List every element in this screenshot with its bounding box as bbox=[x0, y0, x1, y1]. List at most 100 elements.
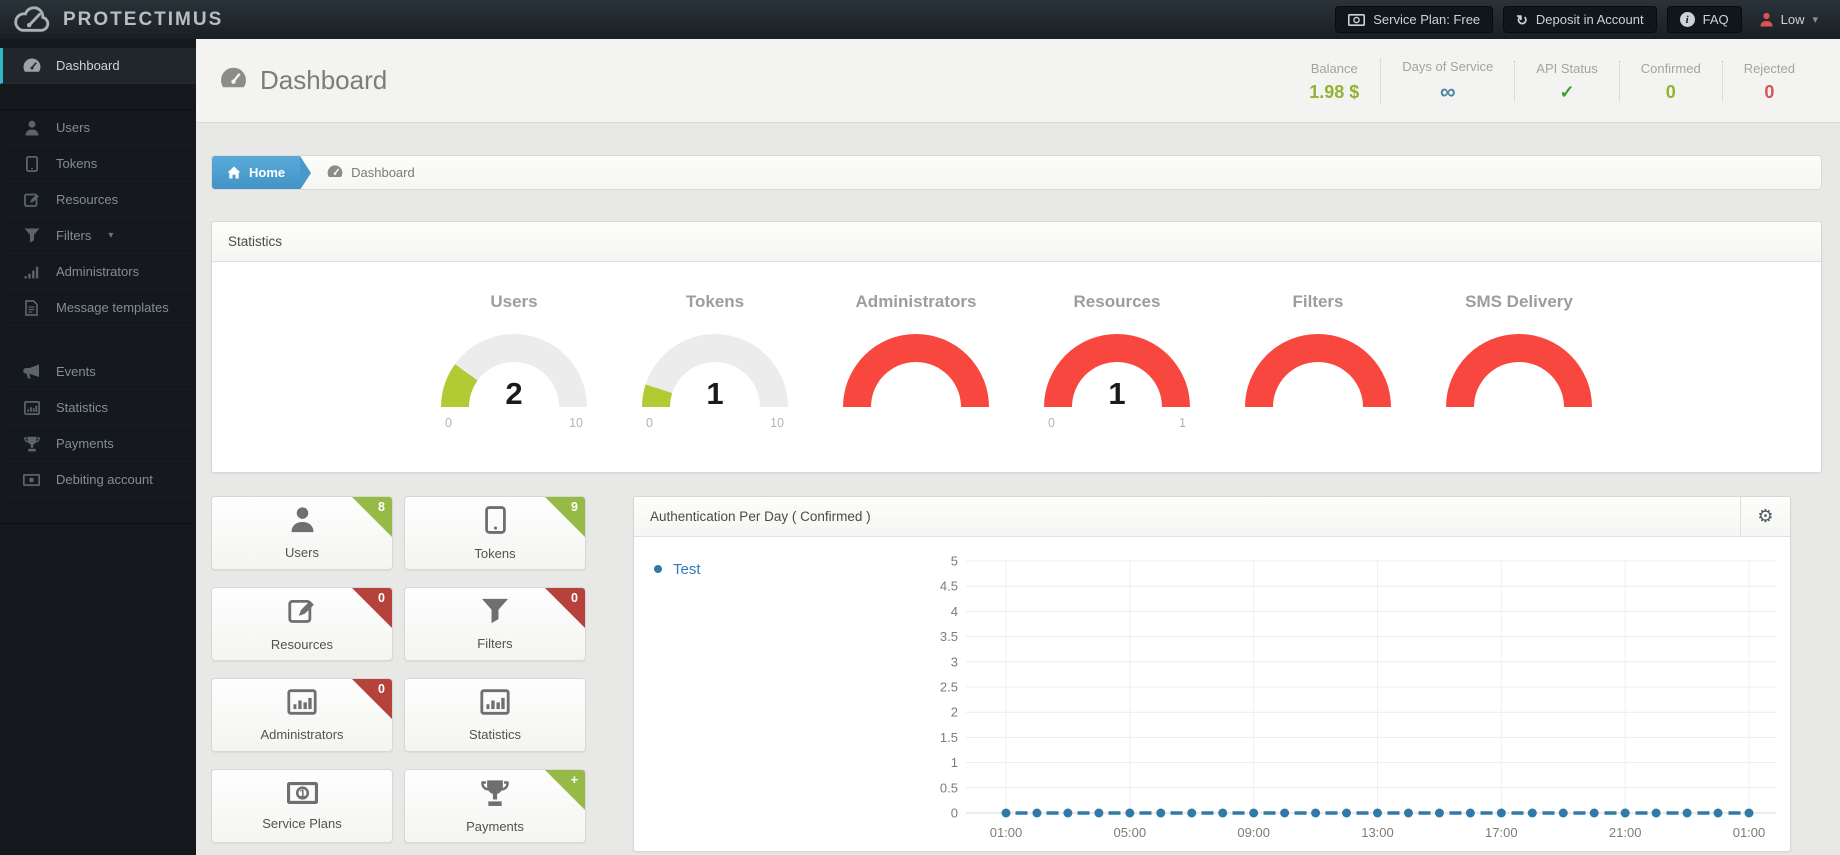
tile-label: Filters bbox=[477, 635, 513, 651]
trophy-icon bbox=[481, 779, 509, 812]
tile-badge-ribbon bbox=[544, 497, 585, 538]
gauge-max: 1 bbox=[1179, 416, 1186, 430]
sidebar-item-label: Resources bbox=[56, 192, 119, 207]
statistics-panel: Statistics Users 2 0 10 Tokens 1 0 10 Admi… bbox=[211, 221, 1822, 473]
stat-days-of-service: Days of Service ∞ bbox=[1380, 58, 1514, 104]
user-menu[interactable]: Low ▾ bbox=[1752, 7, 1826, 32]
svg-text:09:00: 09:00 bbox=[1237, 825, 1270, 840]
sidebar-item-label: Tokens bbox=[56, 156, 98, 171]
deposit-label: Deposit in Account bbox=[1535, 12, 1644, 27]
sidebar-item-label: Administrators bbox=[56, 264, 140, 279]
tile-badge-ribbon bbox=[544, 588, 585, 629]
tile-badge-ribbon bbox=[544, 770, 585, 811]
funnel-icon bbox=[22, 228, 41, 243]
token-icon bbox=[22, 155, 41, 172]
tile-label: Resources bbox=[270, 636, 334, 652]
svg-text:0.5: 0.5 bbox=[940, 780, 958, 795]
infinity-icon: ∞ bbox=[1439, 78, 1456, 104]
caret-down-icon: ▾ bbox=[108, 230, 114, 241]
svg-text:13:00: 13:00 bbox=[1361, 825, 1394, 840]
banknote-icon bbox=[1348, 13, 1366, 26]
page-title-text: Dashboard bbox=[260, 65, 388, 95]
sidebar-item-dashboard[interactable]: Dashboard bbox=[0, 48, 196, 84]
info-icon: i bbox=[1679, 12, 1695, 27]
gauge-min: 0 bbox=[646, 416, 653, 430]
tile-users[interactable]: 8 Users bbox=[211, 496, 393, 570]
breadcrumb: Home Dashboard bbox=[211, 155, 1822, 190]
breadcrumb-home[interactable]: Home bbox=[212, 156, 301, 189]
gauge-min: 0 bbox=[445, 416, 452, 430]
gauges-row: Users 2 0 10 Tokens 1 0 10 Administrators bbox=[212, 262, 1821, 472]
sidebar-divider bbox=[0, 498, 196, 524]
sidebar-item-events[interactable]: Events bbox=[0, 354, 196, 390]
sidebar-item-message-templates[interactable]: Message templates bbox=[0, 290, 196, 326]
topbar: PROTECTIMUS Service Plan: Free ↻ Deposit… bbox=[0, 0, 1840, 39]
breadcrumb-arrow bbox=[300, 156, 312, 189]
chart-panel-header: Authentication Per Day ( Confirmed ) ⚙ bbox=[634, 497, 1790, 537]
sidebar-item-label: Payments bbox=[56, 436, 114, 451]
tile-badge-ribbon bbox=[351, 497, 392, 538]
svg-text:01:00: 01:00 bbox=[1733, 825, 1766, 840]
auth-chart-panel: Authentication Per Day ( Confirmed ) ⚙ T… bbox=[633, 496, 1791, 852]
cloud-gauge-logo-icon bbox=[14, 5, 50, 32]
stat-label: API Status bbox=[1536, 60, 1598, 76]
stat-label: Balance bbox=[1310, 60, 1358, 76]
gear-icon: ⚙ bbox=[1757, 506, 1774, 526]
sidebar-group-gap bbox=[0, 326, 196, 354]
gauge-title: Filters bbox=[1292, 292, 1344, 311]
sidebar-item-payments[interactable]: Payments bbox=[0, 426, 196, 462]
tile-badge-count: + bbox=[570, 773, 578, 787]
service-plan-button[interactable]: Service Plan: Free bbox=[1335, 6, 1494, 33]
gauge-title: SMS Delivery bbox=[1465, 292, 1573, 311]
sidebar-divider bbox=[0, 84, 196, 110]
svg-text:5: 5 bbox=[951, 554, 958, 569]
gauge-title: Tokens bbox=[685, 292, 745, 311]
stat-rejected: Rejected 0 bbox=[1721, 60, 1816, 101]
document-icon bbox=[22, 299, 41, 316]
bar-chart-icon bbox=[480, 688, 510, 720]
sidebar-item-resources[interactable]: Resources bbox=[0, 182, 196, 218]
svg-text:2.5: 2.5 bbox=[940, 680, 958, 695]
svg-text:3: 3 bbox=[951, 654, 958, 669]
deposit-button[interactable]: ↻ Deposit in Account bbox=[1503, 6, 1657, 33]
svg-text:17:00: 17:00 bbox=[1485, 825, 1518, 840]
tile-payments[interactable]: + Payments bbox=[404, 769, 586, 843]
tile-administrators[interactable]: 0 Administrators bbox=[211, 678, 393, 752]
chart-panel-title: Authentication Per Day ( Confirmed ) bbox=[650, 509, 871, 524]
svg-text:1.5: 1.5 bbox=[940, 730, 958, 745]
sidebar-item-label: Dashboard bbox=[56, 58, 120, 73]
sidebar-item-label: Filters bbox=[56, 228, 92, 243]
faq-button[interactable]: i FAQ bbox=[1666, 6, 1742, 33]
edit-icon bbox=[288, 597, 316, 630]
funnel-icon bbox=[481, 598, 509, 629]
sidebar-item-label: Users bbox=[56, 120, 90, 135]
tile-label: Service Plans bbox=[262, 815, 342, 831]
tile-badge-count: 9 bbox=[571, 500, 578, 514]
sidebar-item-filters[interactable]: Filters ▾ bbox=[0, 218, 196, 254]
tile-filters[interactable]: 0 Filters bbox=[404, 587, 586, 661]
chart-settings-button[interactable]: ⚙ bbox=[1740, 497, 1790, 536]
sidebar-item-debiting-account[interactable]: Debiting account bbox=[0, 462, 196, 498]
gauge-min: 0 bbox=[1048, 416, 1055, 430]
tile-statistics[interactable]: Statistics bbox=[404, 678, 586, 752]
sidebar-item-administrators[interactable]: Administrators bbox=[0, 254, 196, 290]
svg-text:05:00: 05:00 bbox=[1114, 825, 1147, 840]
faq-label: FAQ bbox=[1702, 12, 1729, 27]
gauge-sms-delivery: SMS Delivery bbox=[1446, 292, 1592, 430]
gauge-filters: Filters bbox=[1245, 292, 1391, 430]
gauge-title: Resources bbox=[1073, 292, 1161, 311]
tile-tokens[interactable]: 9 Tokens bbox=[404, 496, 586, 570]
chart-legend[interactable]: Test bbox=[654, 547, 936, 849]
tile-service-plans[interactable]: 1 Service Plans bbox=[211, 769, 393, 843]
svg-text:4: 4 bbox=[951, 604, 958, 619]
tile-resources[interactable]: 0 Resources bbox=[211, 587, 393, 661]
svg-text:2: 2 bbox=[951, 705, 958, 720]
gauge-users: Users 2 0 10 bbox=[441, 292, 587, 430]
tile-badge-count: 8 bbox=[378, 500, 385, 514]
shortcut-tiles: 8 Users 9 Tokens 0 Resources bbox=[211, 496, 586, 843]
sidebar-item-statistics[interactable]: Statistics bbox=[0, 390, 196, 426]
gauge-resources: Resources 1 0 1 bbox=[1044, 292, 1190, 430]
sidebar-item-tokens[interactable]: Tokens bbox=[0, 146, 196, 182]
sidebar-item-users[interactable]: Users bbox=[0, 110, 196, 146]
chart-body: Test 5 4.5 4 3.5 3 2.5 2 1.5 1 0.5 0 01:00 05:00 09:0… bbox=[634, 537, 1790, 851]
